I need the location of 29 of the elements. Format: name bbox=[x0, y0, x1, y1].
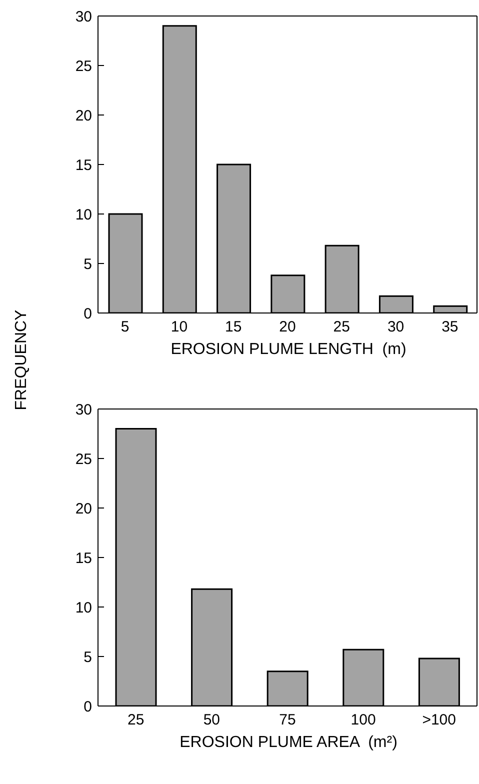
y-tick-label: 30 bbox=[75, 8, 92, 26]
x-tick-label: 25 bbox=[128, 712, 144, 729]
x-tick-label: 30 bbox=[387, 318, 404, 336]
y-tick-label: 25 bbox=[75, 450, 92, 468]
x-tick-label: 5 bbox=[120, 318, 130, 336]
y-tick-label: 5 bbox=[84, 648, 92, 666]
x-tick-label: 20 bbox=[279, 318, 296, 336]
y-tick-label: 10 bbox=[75, 206, 92, 224]
y-axis-title: FREQUENCY bbox=[13, 310, 31, 410]
y-tick-label: 5 bbox=[84, 256, 92, 273]
x-tick-label: 15 bbox=[225, 318, 242, 336]
x-tick-label: 35 bbox=[442, 318, 458, 336]
y-tick-label: 15 bbox=[75, 550, 92, 567]
y-tick-label: 20 bbox=[75, 500, 92, 518]
y-tick-label: 30 bbox=[75, 401, 92, 418]
y-tick-label: 20 bbox=[75, 107, 92, 124]
x-axis-title: EROSION PLUME LENGTH (m) bbox=[170, 341, 408, 359]
y-tick-label: 0 bbox=[84, 305, 92, 322]
x-tick-label: 25 bbox=[333, 318, 350, 336]
x-axis-title: EROSION PLUME AREA (m²) bbox=[178, 734, 398, 752]
y-tick-label: 15 bbox=[75, 156, 92, 174]
x-tick-label: 75 bbox=[279, 712, 296, 729]
x-tick-label: 50 bbox=[203, 712, 220, 729]
x-tick-label: 10 bbox=[170, 318, 188, 336]
y-tick-label: 10 bbox=[75, 599, 92, 616]
y-tick-label: 25 bbox=[75, 58, 92, 75]
y-tick-label: 0 bbox=[84, 698, 92, 716]
x-tick-label: >100 bbox=[422, 712, 456, 729]
x-tick-label: 100 bbox=[350, 712, 376, 729]
